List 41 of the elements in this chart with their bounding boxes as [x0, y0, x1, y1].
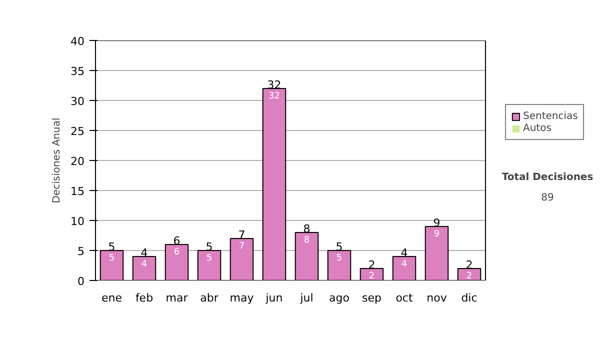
y-tick-label: 35: [70, 65, 85, 78]
data-label: 2: [368, 272, 375, 282]
x-tick-label: sep: [362, 292, 382, 304]
data-label: 9: [434, 230, 440, 240]
x-tick-label: dic: [461, 292, 478, 304]
data-label: 4: [141, 260, 148, 270]
y-tick-label: 40: [70, 35, 85, 48]
y-tick-label: 20: [70, 155, 85, 168]
x-tick-label: feb: [135, 292, 154, 304]
y-tick-label: 0: [78, 275, 84, 288]
x-tick-label: ago: [329, 292, 350, 304]
y-tick-label: 30: [70, 95, 85, 108]
text: 89: [541, 192, 554, 204]
data-label: 5: [206, 254, 212, 264]
y-tick-label: 10: [70, 215, 85, 228]
legend-label: Autos: [523, 122, 552, 134]
y-tick-label: 25: [70, 125, 85, 138]
legend-label: Sentencias: [523, 110, 578, 122]
data-label: 5: [336, 254, 342, 264]
y-tick-label: 5: [78, 245, 84, 258]
x-tick-label: jul: [299, 292, 314, 304]
y-axis-title: Decisiones Anual: [52, 118, 63, 204]
y-tick-label: 15: [70, 185, 85, 198]
x-tick-label: jun: [264, 292, 283, 304]
total-label: 4: [400, 246, 408, 260]
total-label: 4: [140, 246, 148, 260]
data-label: 4: [401, 260, 408, 270]
x-tick-label: nov: [426, 292, 448, 304]
x-tick-label: oct: [396, 292, 414, 304]
data-label: 8: [304, 236, 310, 246]
total-label: 7: [238, 228, 246, 242]
data-label: 7: [238, 242, 245, 252]
x-tick-label: abr: [200, 292, 219, 304]
data-label: 32: [268, 92, 280, 102]
x-tick-label: mar: [166, 292, 188, 304]
data-label: 5: [108, 254, 115, 264]
x-tick-label: ene: [101, 292, 122, 304]
text: Total Decisiones: [502, 172, 594, 183]
data-label: 2: [466, 272, 472, 282]
x-tick-label: may: [230, 292, 254, 304]
data-label: 6: [174, 248, 180, 258]
